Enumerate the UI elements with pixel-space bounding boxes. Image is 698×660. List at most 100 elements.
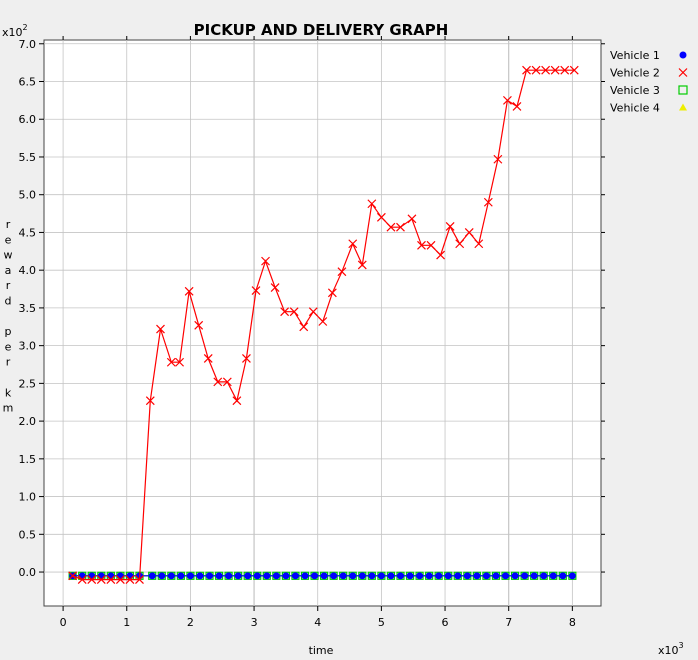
x-axis-label: time: [309, 644, 334, 657]
data-point: [77, 575, 87, 585]
data-point: [387, 572, 395, 580]
data-point: [502, 95, 512, 105]
y-tick-label: 5.5: [19, 151, 37, 164]
y-tick-label: 2.0: [19, 415, 37, 428]
y-tick-label: 1.5: [19, 453, 37, 466]
y-axis-label-letter: r: [6, 356, 11, 369]
x-multiplier: x103: [658, 641, 684, 657]
grid-lines: [44, 40, 601, 606]
x-tick-label: 4: [314, 616, 321, 629]
x-tick-label: 0: [60, 616, 67, 629]
data-point: [492, 572, 500, 580]
y-tick-label: 6.0: [19, 113, 37, 126]
series-vehicle-2: [68, 65, 579, 585]
data-point: [436, 250, 446, 260]
data-point: [406, 572, 414, 580]
data-point: [225, 572, 233, 580]
data-point: [327, 288, 337, 298]
legend-label: Vehicle 1: [610, 49, 660, 62]
data-point: [251, 286, 261, 295]
data-point: [177, 572, 185, 580]
data-point: [158, 572, 166, 580]
data-point: [540, 572, 548, 580]
data-point: [417, 240, 426, 250]
y-axis-label-letter: w: [4, 249, 13, 262]
data-point: [463, 572, 471, 580]
data-point: [376, 212, 386, 222]
data-point: [116, 572, 124, 580]
legend-label: Vehicle 2: [610, 67, 660, 80]
data-point: [512, 101, 522, 111]
data-point: [166, 357, 176, 367]
y-tick-label: 0.0: [19, 566, 37, 579]
legend-label: Vehicle 4: [610, 102, 660, 115]
data-point: [493, 154, 503, 164]
data-point: [253, 572, 261, 580]
data-point: [320, 572, 328, 580]
data-point: [126, 572, 134, 580]
data-point: [349, 572, 357, 580]
data-point: [541, 65, 551, 75]
data-point: [145, 396, 155, 406]
y-tick-label: 2.5: [19, 377, 37, 390]
data-point: [318, 317, 328, 326]
data-point: [530, 572, 538, 580]
data-point: [222, 377, 232, 387]
data-point: [261, 256, 270, 266]
axes: 0 1 2 3 4 5 6 7 8 0.0 0.5 1.0 1.5 2.0 2.5 3.0 3.5 4.0 4.5 5…: [19, 36, 605, 629]
data-point: [435, 572, 443, 580]
data-point: [560, 65, 570, 75]
data-point: [308, 307, 318, 317]
data-point: [311, 572, 319, 580]
data-point: [148, 572, 156, 580]
data-point: [289, 307, 299, 317]
data-point: [206, 572, 214, 580]
y-axis-label-letter: r: [6, 279, 11, 292]
data-point: [482, 572, 490, 580]
data-point: [425, 572, 433, 580]
data-point: [87, 575, 97, 585]
data-point: [125, 575, 135, 585]
y-axis-label-letter: k: [5, 386, 12, 399]
data-point: [68, 571, 78, 581]
data-point: [407, 214, 417, 224]
data-point: [464, 228, 474, 237]
data-point: [97, 572, 105, 580]
data-point: [550, 65, 560, 75]
data-point: [215, 572, 223, 580]
data-point: [234, 572, 242, 580]
data-point: [473, 572, 481, 580]
data-point: [426, 240, 436, 250]
data-point: [272, 572, 280, 580]
data-point: [386, 222, 396, 232]
data-point: [337, 267, 347, 277]
data-point: [474, 239, 484, 249]
y-tick-label: 1.0: [19, 491, 37, 504]
chart-title: PICKUP AND DELIVERY GRAPH: [194, 21, 449, 39]
data-point: [568, 572, 576, 580]
legend-marker-square-icon: [678, 85, 688, 95]
data-point: [96, 575, 106, 585]
data-point: [522, 65, 531, 75]
data-point: [416, 572, 424, 580]
data-point: [348, 239, 358, 249]
data-point: [502, 572, 510, 580]
data-point: [454, 572, 462, 580]
x-tick-label: 3: [251, 616, 258, 629]
y-tick-label: 3.0: [19, 340, 37, 353]
y-tick-label: 4.5: [19, 226, 37, 239]
data-point: [167, 572, 175, 580]
data-point: [242, 354, 251, 363]
y-axis-label-letter: e: [5, 340, 12, 353]
data-point: [270, 283, 280, 292]
y-axis-label-letter: a: [5, 264, 12, 277]
y-tick-label: 6.5: [19, 76, 37, 89]
data-point: [135, 575, 144, 585]
data-point: [115, 575, 125, 585]
data-point: [106, 575, 116, 585]
x-tick-label: 7: [505, 616, 512, 629]
y-axis-label-letter: r: [6, 218, 11, 231]
data-point: [280, 307, 290, 317]
y-multiplier: x102: [2, 23, 28, 39]
x-tick-label: 8: [569, 616, 576, 629]
